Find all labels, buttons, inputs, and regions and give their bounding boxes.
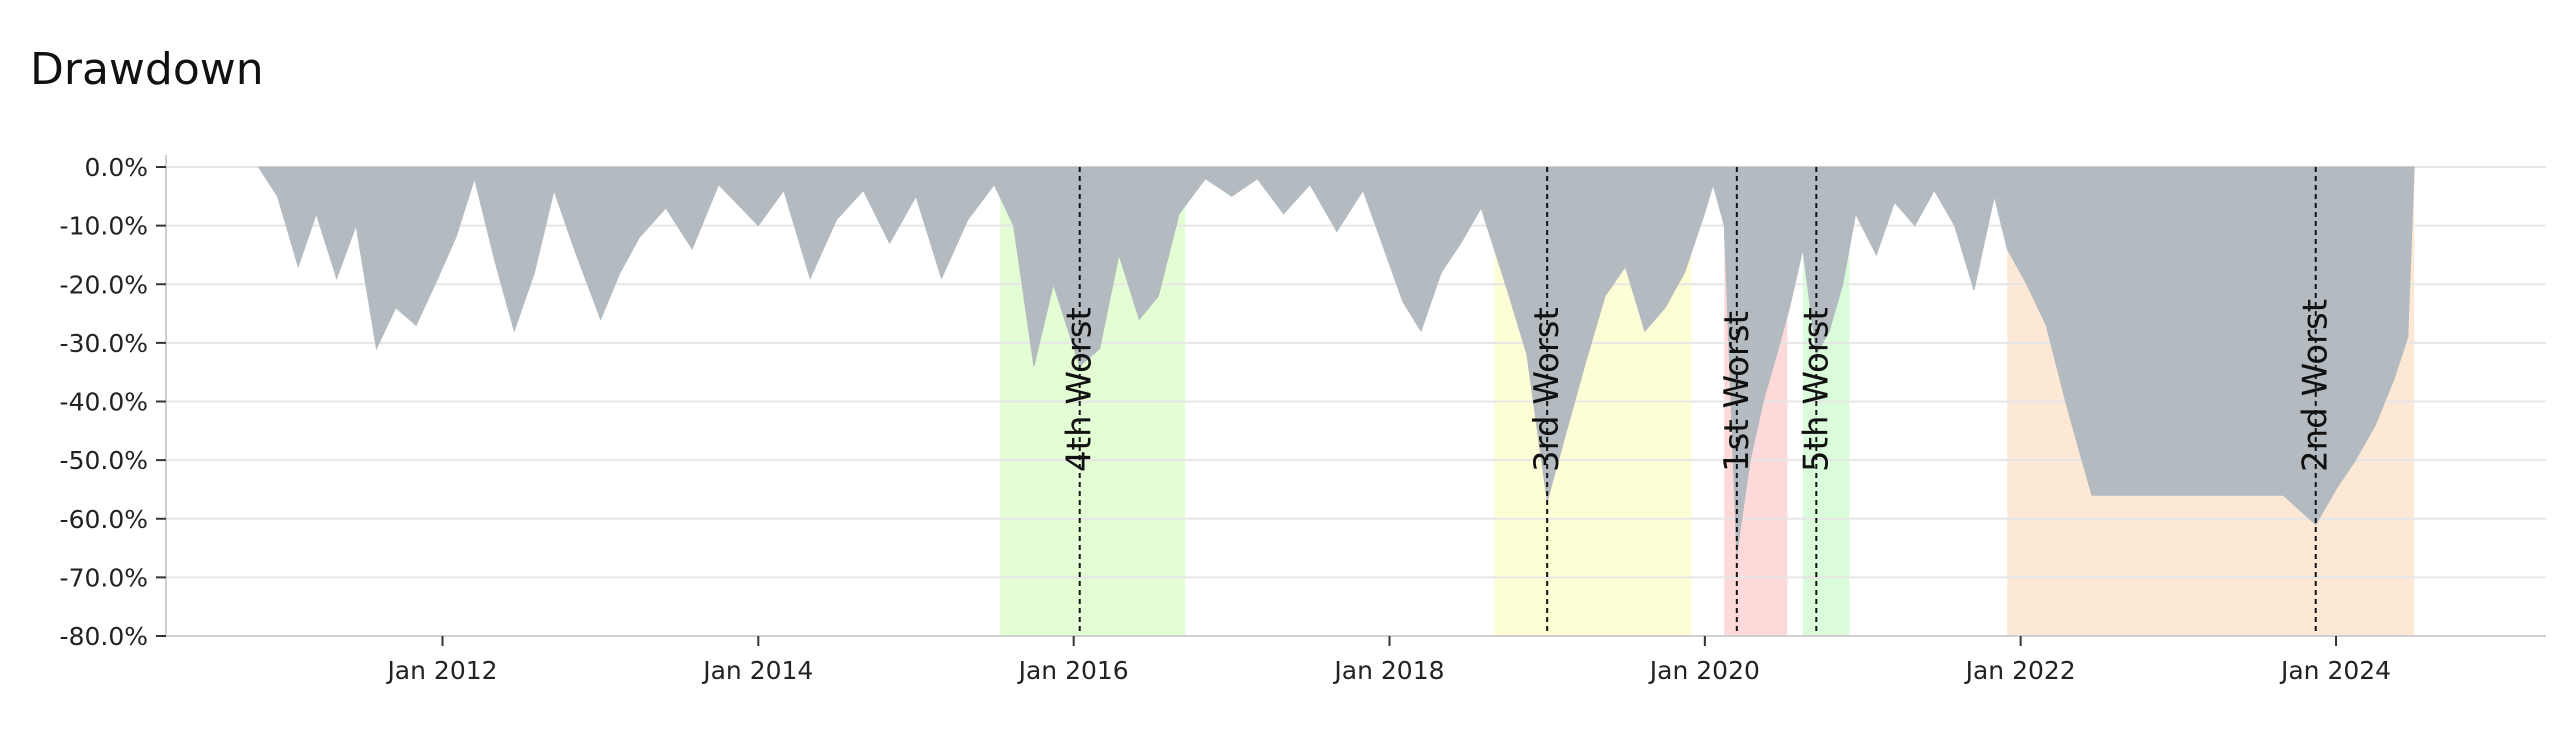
y-tick-label: -60.0% xyxy=(60,505,148,534)
y-tick-label: -40.0% xyxy=(60,388,148,417)
drawdown-area xyxy=(257,166,2415,554)
x-tick-label: Jan 2012 xyxy=(385,656,497,685)
x-tick-label: Jan 2022 xyxy=(1964,656,2076,685)
trough-marker-label: 5th Worst xyxy=(1796,307,1836,472)
drawdown-series-area xyxy=(257,166,2415,554)
y-tick-label: -70.0% xyxy=(60,563,148,592)
x-tick-label: Jan 2016 xyxy=(1017,656,1129,685)
y-tick-label: -50.0% xyxy=(60,446,148,475)
y-tick-label: -30.0% xyxy=(60,329,148,358)
x-axis-ticks: Jan 2012 Jan 2014 Jan 2016 Jan 2018 Jan 2020… xyxy=(385,636,2391,685)
x-tick-label: Jan 2024 xyxy=(2279,656,2391,685)
axes xyxy=(165,155,2546,637)
y-tick-label: 0.0% xyxy=(84,153,148,182)
trough-marker-label: 4th Worst xyxy=(1060,307,1100,472)
x-tick-label: Jan 2020 xyxy=(1648,656,1760,685)
x-tick-label: Jan 2014 xyxy=(701,656,813,685)
trough-marker-label: 1st Worst xyxy=(1717,311,1757,472)
trough-marker-label: 2nd Worst xyxy=(2296,299,2336,472)
x-tick-label: Jan 2018 xyxy=(1332,656,1444,685)
y-axis-ticks: 0.0% -10.0% -20.0% -30.0% -40.0% -50.0% -60.0%… xyxy=(60,153,166,651)
chart-title: Drawdown xyxy=(30,44,264,95)
trough-marker-label: 3rd Worst xyxy=(1527,307,1567,472)
y-tick-label: -20.0% xyxy=(60,270,148,299)
y-tick-label: -10.0% xyxy=(60,212,148,241)
trough-markers: 4th Worst 3rd Worst 1st Worst 5th Worst 2nd … xyxy=(1060,167,2336,636)
y-tick-label: -80.0% xyxy=(60,622,148,651)
